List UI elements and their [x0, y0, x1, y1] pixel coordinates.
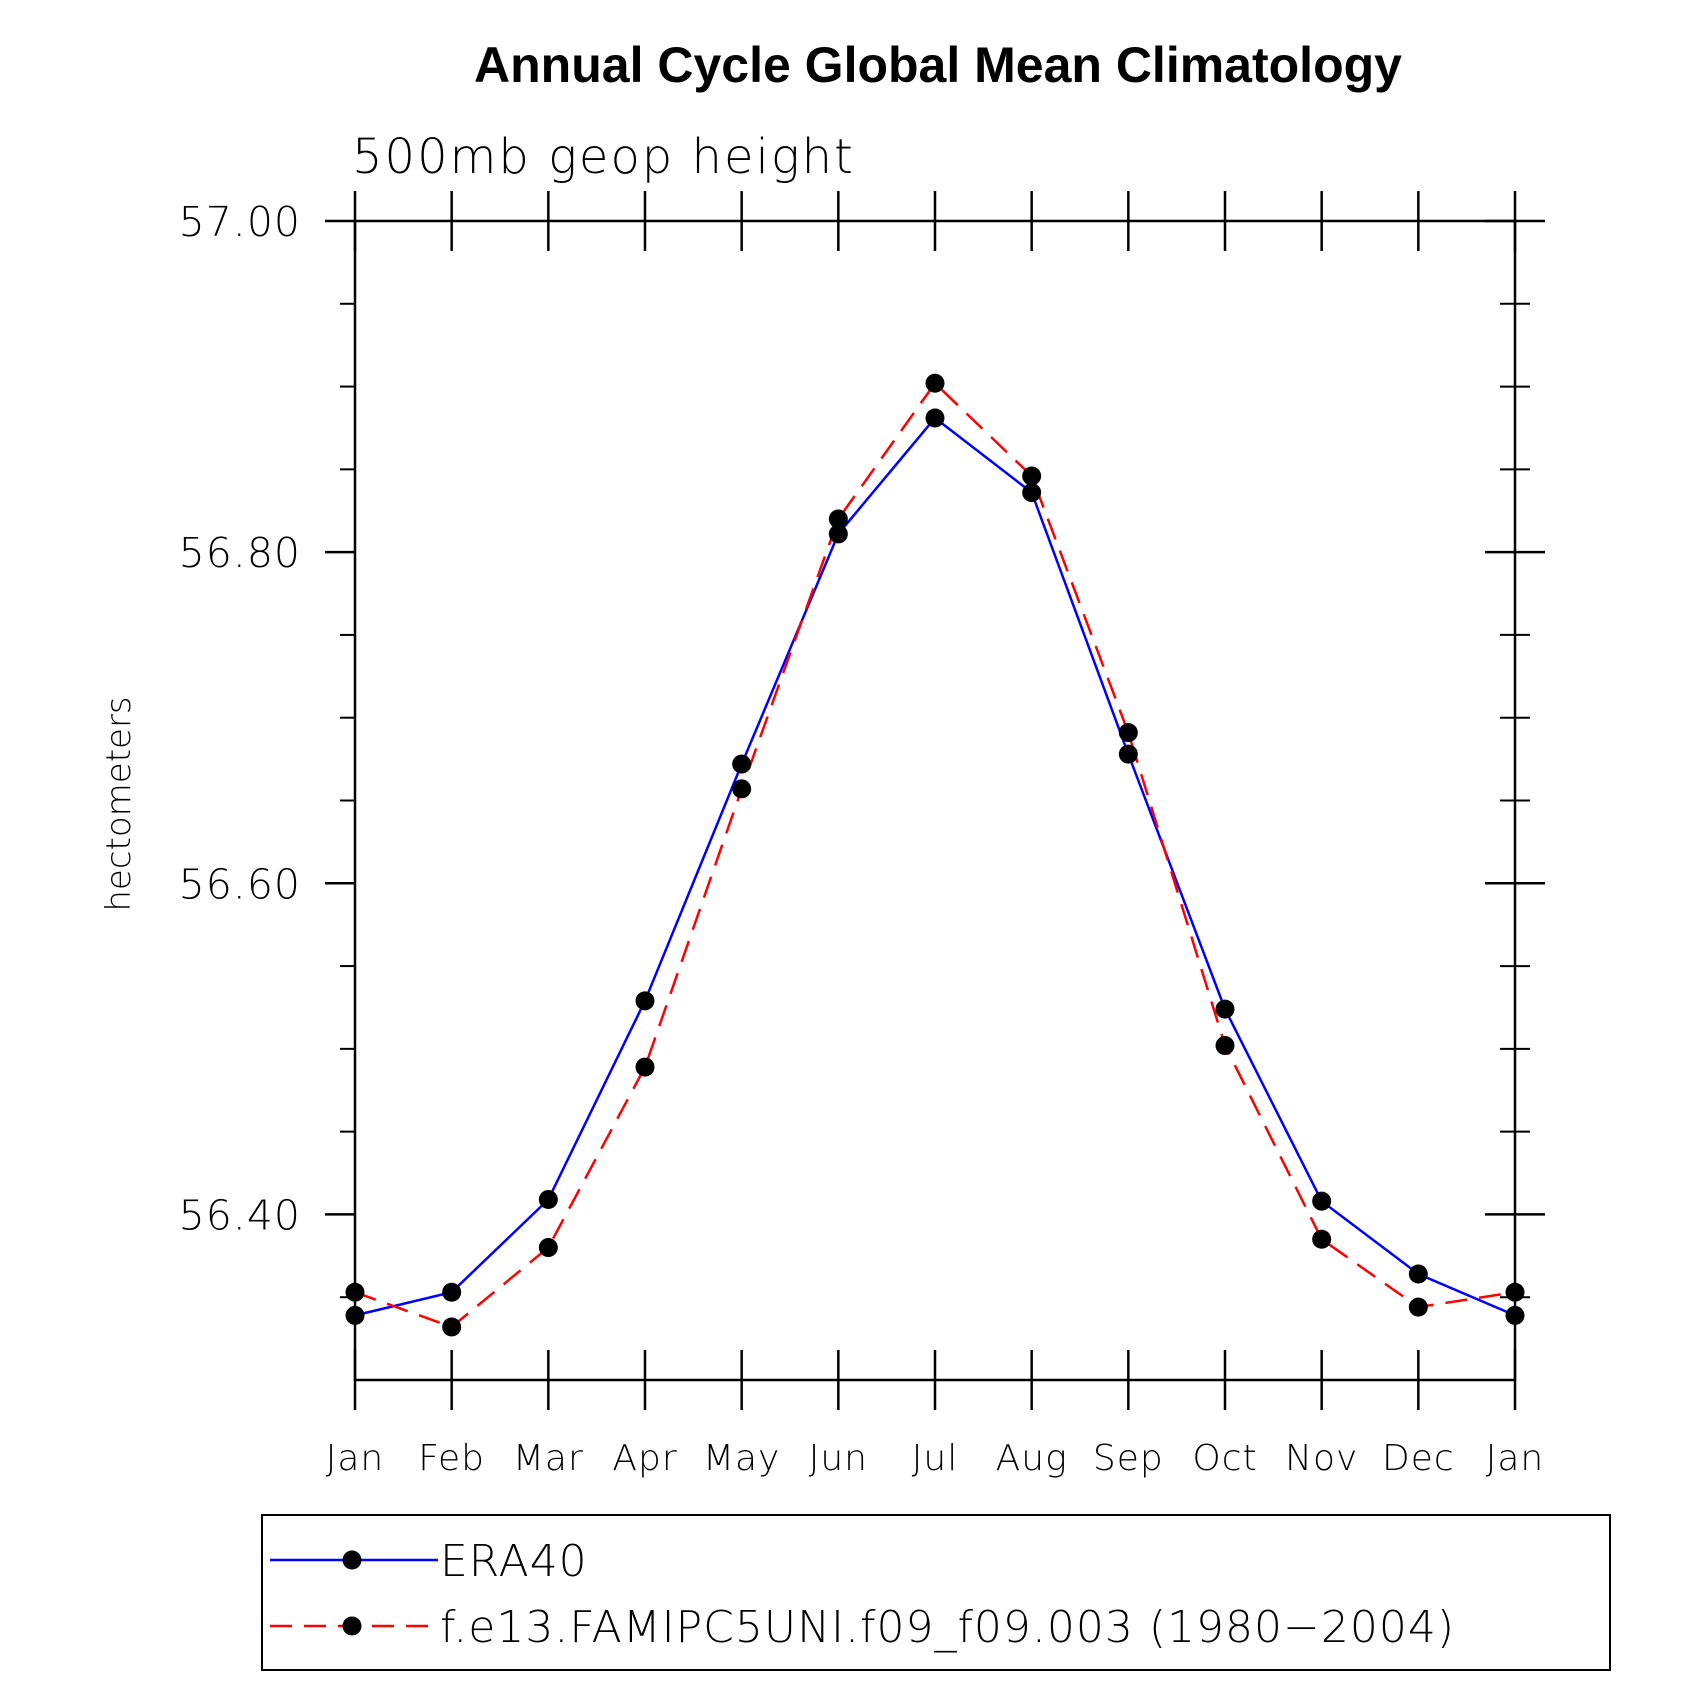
- data-point-series-1: [1022, 483, 1042, 503]
- y-tick-label: 56.40: [179, 1191, 301, 1239]
- data-point-series-2: [538, 1238, 558, 1258]
- y-tick-label: 56.80: [179, 529, 301, 577]
- x-tick-label: Feb: [418, 1438, 485, 1479]
- y-ticks: 56.40 56.60 56.80 57.00: [179, 198, 1545, 1299]
- x-tick-label: May: [703, 1438, 780, 1479]
- data-point-series-2: [1312, 1229, 1332, 1249]
- data-point-series-1: [925, 408, 945, 428]
- data-point-series-2: [345, 1282, 365, 1302]
- series-lines: [354, 381, 1516, 1329]
- data-point-series-1: [538, 1190, 558, 1210]
- data-point-series-2: [732, 779, 752, 799]
- data-point-series-1: [442, 1282, 462, 1302]
- legend: ERA40 f.e13.FAMIPC5UNI.f09_f09.003 (1980−…: [261, 1514, 1611, 1671]
- series-line-2: [354, 381, 1516, 1329]
- data-point-series-1: [635, 991, 655, 1011]
- series-line-1: [354, 416, 1516, 1317]
- x-tick-label: Nov: [1285, 1438, 1358, 1479]
- data-point-series-1: [1312, 1191, 1332, 1211]
- legend-marker-1: [342, 1550, 362, 1570]
- x-tick-label: Dec: [1382, 1438, 1455, 1479]
- chart-subtitle: 500mb geop height: [352, 129, 855, 185]
- data-point-series-2: [925, 373, 945, 393]
- x-tick-label: Aug: [996, 1438, 1068, 1479]
- plot-frame: [353, 219, 1517, 1382]
- x-tick-label: Oct: [1192, 1438, 1257, 1479]
- chart-title: Annual Cycle Global Mean Climatology: [474, 37, 1402, 93]
- data-point-series-2: [1022, 466, 1042, 486]
- y-tick-label: 57.00: [179, 198, 301, 246]
- x-tick-label: Jan: [1486, 1438, 1545, 1479]
- x-ticks: Jan Feb Mar Apr May Jun Jul Aug Sep Oct Nov Dec Jan: [326, 191, 1545, 1479]
- data-point-series-1: [1118, 744, 1138, 764]
- x-tick-label: Jul: [912, 1438, 958, 1479]
- data-point-series-1: [345, 1305, 365, 1325]
- y-axis-label: hectometers: [99, 696, 139, 911]
- series-markers: [345, 373, 1525, 1337]
- x-tick-label: Jun: [809, 1438, 868, 1479]
- data-point-series-2: [1505, 1282, 1525, 1302]
- y-tick-label: 56.60: [179, 860, 301, 908]
- data-point-series-1: [828, 524, 848, 544]
- data-point-series-1: [1408, 1264, 1428, 1284]
- data-point-series-1: [1215, 999, 1235, 1019]
- data-point-series-2: [828, 509, 848, 529]
- legend-label-2: f.e13.FAMIPC5UNI.f09_f09.003 (1980−2004): [440, 1602, 1455, 1653]
- x-tick-label: Apr: [612, 1438, 677, 1479]
- legend-marker-2: [342, 1616, 362, 1636]
- data-point-series-1: [732, 754, 752, 774]
- data-point-series-2: [442, 1317, 462, 1337]
- data-point-series-2: [1408, 1297, 1428, 1317]
- x-tick-label: Mar: [513, 1438, 584, 1479]
- data-point-series-1: [1505, 1305, 1525, 1325]
- x-tick-label: Jan: [326, 1438, 385, 1479]
- data-point-series-2: [1215, 1036, 1235, 1056]
- data-point-series-2: [1118, 723, 1138, 743]
- legend-label-1: ERA40: [440, 1536, 588, 1587]
- data-point-series-2: [635, 1057, 655, 1077]
- x-tick-label: Sep: [1093, 1438, 1164, 1479]
- legend-box: [261, 1514, 1611, 1671]
